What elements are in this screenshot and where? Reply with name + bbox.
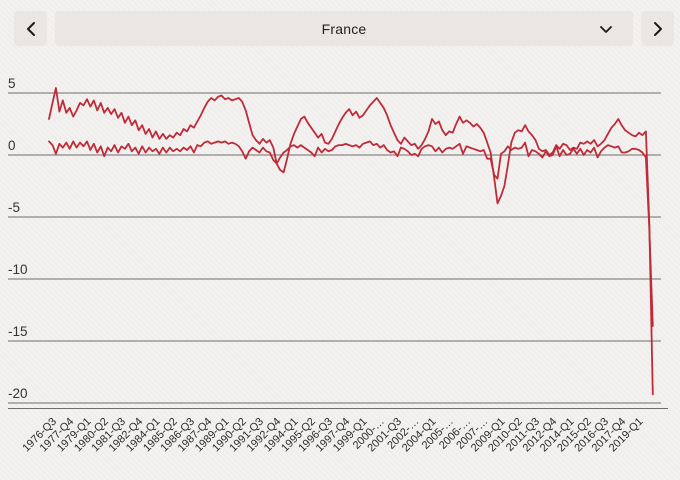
country-select-value: France (321, 20, 367, 37)
y-tick-label: -5 (8, 200, 20, 215)
y-tick-label: -10 (8, 262, 28, 277)
chevron-right-icon (653, 21, 662, 36)
gdp-growth-chart: 5 0 -5 -10 -15 -20 1976-Q3 1977-Q4 1979-Q1 1980-Q… (0, 60, 680, 475)
next-country-button[interactable] (641, 11, 674, 46)
prev-country-button[interactable] (14, 11, 47, 46)
y-tick-label: -15 (8, 324, 28, 339)
series-line-gdp-growth-year-over-year (48, 87, 654, 396)
series-line-gdp-growth-quarter-over-quarter (48, 140, 654, 328)
y-tick-label: 5 (8, 76, 16, 91)
y-tick-label: 0 (8, 138, 16, 153)
chevron-left-icon (26, 21, 35, 36)
y-tick-label: -20 (8, 386, 28, 401)
country-select[interactable]: France (55, 11, 633, 46)
chevron-down-icon (600, 26, 612, 33)
gdp-chart-svg: 50-5-10-15-201976-Q31977-Q41979-Q11980-Q… (8, 76, 668, 454)
toolbar: France (0, 0, 680, 58)
